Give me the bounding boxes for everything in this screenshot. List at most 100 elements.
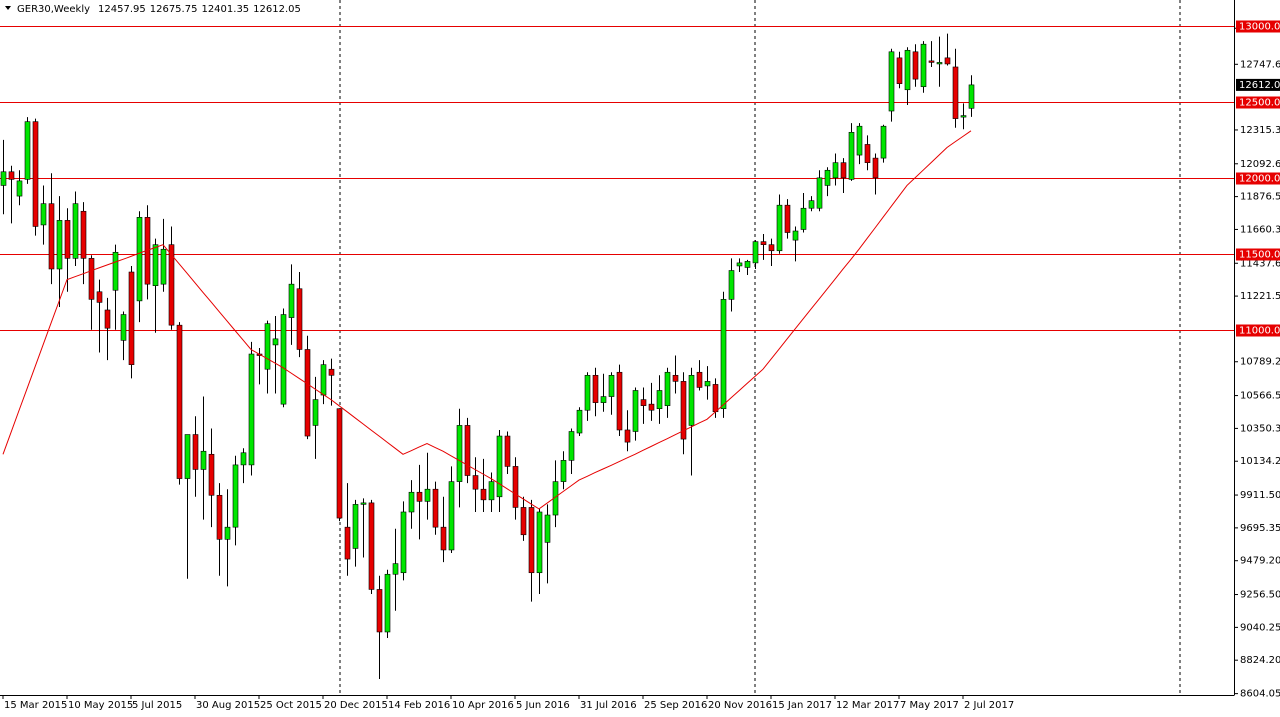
candle-body	[104, 309, 111, 329]
level-label: 13000.00	[1239, 22, 1280, 33]
candle-body	[656, 390, 663, 410]
menu-triangle[interactable]	[5, 6, 11, 10]
candle-body	[384, 573, 391, 633]
y-tick-label: 9479.20	[1240, 556, 1280, 567]
candle-body	[272, 338, 279, 346]
candle-body	[432, 488, 439, 528]
y-tick-label: 8824.20	[1240, 655, 1280, 666]
candle-body	[704, 381, 711, 387]
x-tick-label: 15 Jan 2017	[772, 700, 832, 711]
candle-body	[96, 291, 103, 303]
candle-body	[536, 511, 543, 574]
candle-body	[968, 84, 975, 109]
candle-body	[312, 399, 319, 426]
candle-body	[152, 244, 159, 286]
candle-body	[120, 314, 127, 341]
candle-body	[216, 494, 223, 540]
x-tick-label: 30 Aug 2015	[196, 700, 260, 711]
candle-body	[376, 589, 383, 633]
candle-body	[680, 381, 687, 440]
candle-body	[408, 491, 415, 513]
header-open: 12457.95	[98, 4, 146, 15]
candle-body	[288, 283, 295, 318]
candle-body	[872, 157, 879, 179]
candle-body	[368, 502, 375, 590]
candle-body	[688, 374, 695, 426]
level-label-box	[1236, 248, 1280, 261]
x-tick-label: 12 Mar 2017	[836, 700, 899, 711]
level-label-box	[1236, 172, 1280, 185]
candle-body	[352, 504, 359, 549]
candle-body	[424, 488, 431, 502]
x-tick-label: 10 May 2015	[68, 700, 133, 711]
candle-body	[512, 466, 519, 508]
y-tick-label: 10789.20	[1240, 357, 1280, 368]
candle-body	[856, 125, 863, 156]
candle-body	[128, 271, 135, 365]
candle-body	[712, 384, 719, 413]
y-tick-label: 10566.50	[1240, 391, 1280, 402]
candle-body	[296, 288, 303, 350]
candle-body	[816, 177, 823, 209]
candle-body	[200, 450, 207, 470]
candle-body	[456, 425, 463, 482]
level-label-box	[1236, 20, 1280, 33]
candle-body	[672, 374, 679, 382]
y-tick-label: 9040.25	[1240, 622, 1280, 633]
symbol: GER30,Weekly	[17, 4, 90, 15]
x-tick-label: 20 Nov 2016	[708, 700, 772, 711]
candle-body	[912, 51, 919, 80]
y-tick-label: 12315.35	[1240, 125, 1280, 136]
candle-body	[960, 115, 967, 118]
candle-body	[160, 248, 167, 285]
y-tick-label: 9695.35	[1240, 523, 1280, 534]
candle-body	[664, 371, 671, 406]
candle-body	[784, 204, 791, 233]
candle-body	[320, 364, 327, 396]
candle-body	[736, 262, 743, 267]
candle-body	[792, 230, 799, 241]
candle-body	[40, 203, 47, 226]
candle-body	[824, 169, 831, 186]
candle-body	[400, 511, 407, 574]
candle-body	[24, 121, 31, 180]
candle-body	[544, 514, 551, 543]
candle-body	[896, 57, 903, 84]
x-tick-label: 31 Jul 2016	[580, 700, 637, 711]
candle-body	[392, 563, 399, 575]
candle-body	[488, 481, 495, 501]
candle-body	[696, 371, 703, 388]
candle-body	[88, 258, 95, 300]
candle-body	[600, 396, 607, 403]
candle-body	[0, 171, 7, 186]
candle-body	[952, 66, 959, 119]
candle-body	[504, 435, 511, 467]
y-tick-label: 11221.50	[1240, 291, 1280, 302]
candle-body	[16, 180, 23, 197]
candle-body	[72, 203, 79, 259]
candle-body	[840, 162, 847, 179]
candle-body	[176, 324, 183, 479]
y-tick-label: 11876.50	[1240, 192, 1280, 203]
candle-body	[232, 464, 239, 528]
header-close: 12612.05	[253, 4, 301, 15]
candle-body	[248, 353, 255, 466]
x-tick-label: 25 Oct 2015	[260, 700, 322, 711]
candle-body	[928, 60, 935, 63]
candle-body	[584, 374, 591, 411]
candle-body	[880, 125, 887, 159]
price-box	[1236, 78, 1280, 91]
x-tick-label: 5 Jul 2015	[132, 700, 182, 711]
x-tick-label: 20 Dec 2015	[324, 700, 388, 711]
candle-body	[920, 43, 927, 88]
candle-body	[760, 241, 767, 245]
candle-body	[808, 200, 815, 209]
level-label: 11500.00	[1239, 250, 1280, 261]
candle-body	[280, 314, 287, 405]
candle-body	[752, 241, 759, 264]
candle-body	[480, 488, 487, 501]
candle-body	[264, 323, 271, 370]
candle-body	[184, 434, 191, 479]
candle-body	[560, 460, 567, 482]
